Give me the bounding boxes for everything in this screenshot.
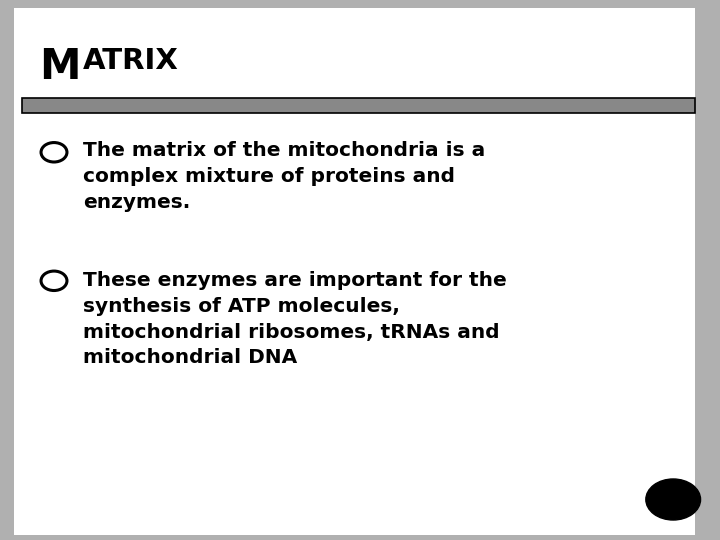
- Circle shape: [646, 479, 701, 520]
- Text: These enzymes are important for the
synthesis of ATP molecules,
mitochondrial ri: These enzymes are important for the synt…: [83, 271, 507, 367]
- Text: The matrix of the mitochondria is a
complex mixture of proteins and
enzymes.: The matrix of the mitochondria is a comp…: [83, 141, 485, 212]
- Text: M: M: [40, 46, 81, 88]
- Bar: [22, 98, 695, 113]
- Text: ATRIX: ATRIX: [83, 47, 179, 75]
